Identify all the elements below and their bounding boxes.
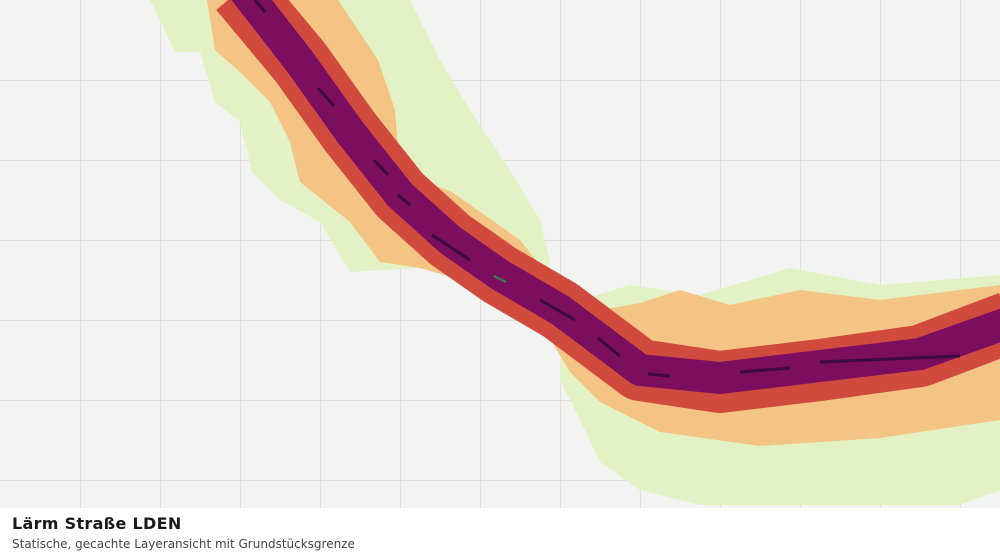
layer-subtitle: Statische, gecachte Layeransicht mit Gru… — [12, 537, 355, 551]
noise-band-max — [253, 0, 961, 378]
noise-band-medium — [207, 0, 1000, 446]
caption: Lärm Straße LDEN Statische, gecachte Lay… — [0, 508, 1000, 560]
map-view — [0, 0, 1000, 508]
layer-title: Lärm Straße LDEN — [12, 514, 182, 533]
property-boundary — [493, 275, 507, 283]
